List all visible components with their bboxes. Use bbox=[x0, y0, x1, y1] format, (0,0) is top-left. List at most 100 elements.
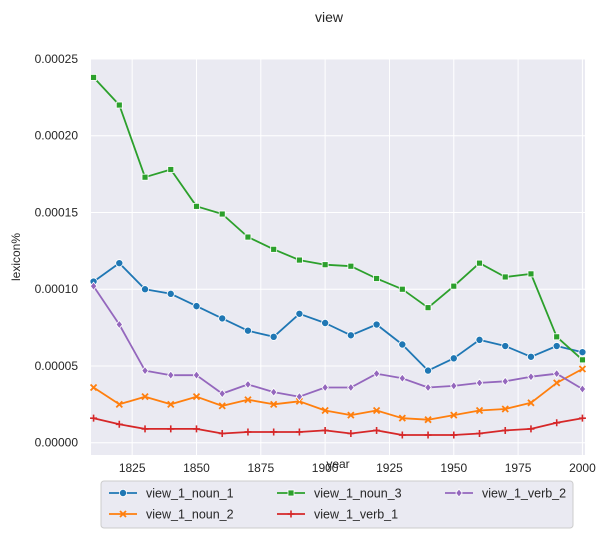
data-point bbox=[218, 210, 226, 218]
data-point bbox=[141, 393, 149, 401]
x-tick-label: 2000 bbox=[569, 461, 596, 475]
data-point bbox=[424, 416, 432, 424]
data-point bbox=[449, 354, 458, 363]
x-tick-label: 1850 bbox=[183, 461, 210, 475]
data-point bbox=[287, 510, 295, 518]
x-tick-label: 1925 bbox=[376, 461, 403, 475]
data-point bbox=[141, 425, 149, 433]
legend-item: view_1_verb_2 bbox=[445, 487, 566, 501]
data-point bbox=[244, 428, 252, 436]
data-point bbox=[373, 275, 380, 282]
data-point bbox=[527, 425, 535, 433]
legend-item: view_1_noun_2 bbox=[109, 508, 234, 522]
legend-label: view_1_noun_1 bbox=[146, 487, 234, 501]
data-point bbox=[501, 342, 510, 351]
data-point bbox=[578, 384, 587, 394]
data-point bbox=[193, 202, 200, 210]
y-axis-label: lexicon% bbox=[9, 233, 23, 281]
data-point bbox=[424, 366, 433, 375]
data-point bbox=[347, 430, 355, 438]
data-point bbox=[295, 309, 304, 318]
data-point bbox=[372, 320, 381, 329]
y-tick-label: 0.00005 bbox=[35, 359, 79, 373]
data-point bbox=[295, 428, 303, 436]
data-point bbox=[398, 373, 407, 383]
data-point bbox=[89, 281, 98, 291]
plot-area bbox=[91, 59, 585, 455]
data-point bbox=[373, 426, 381, 434]
data-point bbox=[287, 489, 295, 497]
data-point bbox=[269, 387, 278, 397]
data-point bbox=[346, 331, 355, 340]
data-point bbox=[321, 318, 330, 327]
data-point bbox=[269, 332, 278, 341]
data-point bbox=[527, 399, 535, 407]
data-point bbox=[552, 369, 561, 379]
x-tick-label: 1900 bbox=[312, 461, 339, 475]
data-point bbox=[192, 393, 201, 401]
data-point bbox=[450, 431, 458, 439]
data-point bbox=[578, 414, 586, 422]
data-point bbox=[192, 302, 201, 311]
data-point bbox=[218, 388, 226, 399]
series-line bbox=[92, 76, 584, 361]
data-point bbox=[243, 326, 252, 335]
x-tick-label: 1950 bbox=[440, 461, 467, 475]
y-tick-label: 0.00010 bbox=[35, 282, 79, 296]
data-point bbox=[115, 319, 124, 330]
data-point bbox=[218, 314, 227, 323]
series-line bbox=[93, 417, 583, 436]
data-point bbox=[424, 431, 432, 439]
series-line bbox=[93, 262, 583, 372]
data-point bbox=[295, 392, 304, 402]
series-view_1_noun_3 bbox=[90, 74, 586, 364]
data-point bbox=[119, 510, 127, 518]
data-point bbox=[244, 379, 252, 390]
data-point bbox=[270, 428, 278, 436]
data-point bbox=[450, 282, 458, 290]
series-view_1_verb_1 bbox=[90, 414, 586, 439]
chart-title: view bbox=[315, 9, 344, 25]
data-point bbox=[475, 378, 484, 388]
data-point bbox=[501, 273, 509, 281]
legend: view_1_noun_1view_1_noun_2view_1_noun_3v… bbox=[100, 480, 574, 529]
legend-label: view_1_noun_2 bbox=[146, 508, 234, 522]
grid-lines bbox=[91, 58, 585, 455]
data-point bbox=[270, 245, 278, 253]
series-line bbox=[92, 285, 583, 398]
legend-item: view_1_verb_1 bbox=[277, 508, 398, 522]
legend-label: view_1_verb_2 bbox=[482, 487, 566, 501]
data-point bbox=[475, 335, 484, 344]
data-point bbox=[296, 256, 303, 264]
y-tick-label: 0.00020 bbox=[35, 129, 79, 143]
data-point bbox=[244, 396, 252, 404]
data-point bbox=[192, 425, 200, 433]
x-tick-label: 1975 bbox=[505, 461, 532, 475]
data-point bbox=[321, 261, 329, 269]
data-point bbox=[527, 270, 535, 278]
data-point bbox=[244, 233, 252, 241]
series-layer bbox=[89, 74, 587, 439]
data-point bbox=[90, 74, 97, 81]
data-point bbox=[527, 372, 535, 382]
data-point bbox=[501, 405, 509, 413]
x-tick-label: 1875 bbox=[247, 461, 274, 475]
data-point bbox=[347, 262, 355, 270]
data-point bbox=[553, 419, 561, 427]
data-point bbox=[141, 365, 149, 376]
series-line bbox=[93, 368, 583, 421]
data-point bbox=[579, 356, 586, 364]
data-point bbox=[372, 406, 381, 415]
data-point bbox=[552, 342, 561, 351]
data-point bbox=[218, 430, 226, 438]
data-point bbox=[115, 259, 124, 268]
y-tick-label: 0.00000 bbox=[35, 436, 79, 450]
series-view_1_noun_1 bbox=[89, 259, 587, 375]
data-point bbox=[115, 101, 123, 109]
data-point bbox=[553, 333, 561, 341]
data-point bbox=[167, 370, 175, 380]
data-point bbox=[115, 420, 123, 428]
data-point bbox=[553, 379, 561, 387]
legend-label: view_1_verb_1 bbox=[314, 508, 398, 522]
data-point bbox=[424, 382, 432, 393]
